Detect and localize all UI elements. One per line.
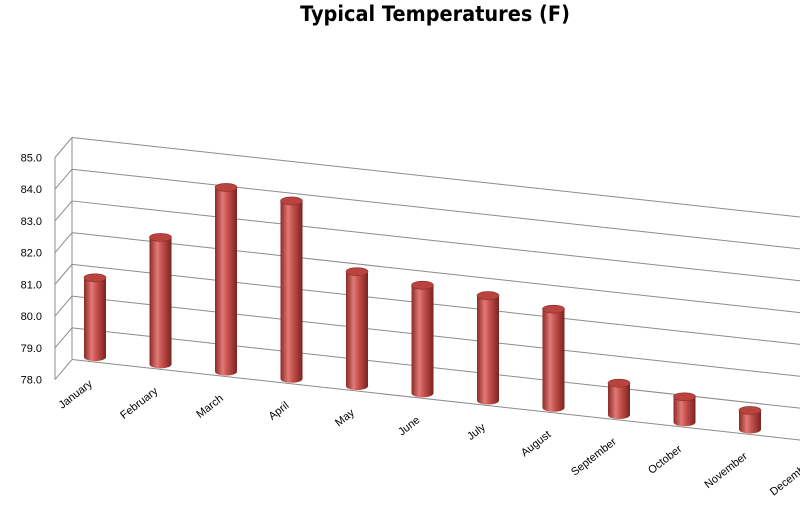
x-tick-label: December — [768, 457, 800, 498]
bar-body — [673, 396, 696, 427]
x-tick-label: March — [194, 392, 225, 420]
bar-body — [542, 309, 565, 412]
bar — [345, 267, 369, 391]
x-tick-label: July — [465, 421, 488, 443]
x-tick-label: February — [118, 385, 160, 422]
gridline — [71, 168, 800, 250]
gridline — [71, 263, 800, 345]
bar — [280, 196, 303, 383]
gridline — [71, 295, 800, 377]
x-tick-label: August — [519, 429, 553, 460]
x-tick-label: January — [57, 378, 96, 412]
chart-title: Typical Temperatures (F) — [300, 2, 570, 26]
x-tick-label: October — [646, 443, 684, 477]
x-tick-label: June — [396, 414, 422, 438]
bar-body — [411, 285, 434, 398]
gridline — [71, 200, 800, 282]
x-tick-label: May — [333, 407, 357, 430]
bar-top — [345, 267, 369, 276]
bar — [738, 406, 762, 434]
bar-top — [476, 291, 500, 300]
bar-top — [411, 280, 434, 290]
bar — [149, 233, 172, 369]
gridline-wall — [54, 359, 73, 380]
gridline-wall — [54, 168, 73, 190]
bar-body — [280, 200, 303, 383]
bar — [542, 304, 565, 412]
bar-body — [346, 271, 368, 391]
bar-body — [608, 383, 630, 419]
x-tick-label: September — [569, 436, 619, 479]
y-tick-label: 81.0 — [21, 279, 42, 291]
gridlines — [54, 136, 800, 441]
gridline — [71, 232, 800, 314]
gridline-wall — [54, 295, 73, 317]
y-tick-label: 85.0 — [21, 152, 42, 164]
gridline-wall — [54, 327, 73, 349]
gridline — [71, 136, 800, 218]
gridline-wall — [54, 232, 73, 253]
bar — [476, 291, 500, 405]
bar-body — [739, 410, 761, 434]
bar-top — [542, 304, 565, 314]
x-tick-label: April — [267, 400, 292, 423]
gridline-wall — [54, 137, 73, 158]
gridline — [71, 359, 800, 441]
bar-body — [149, 237, 172, 369]
y-tick-label: 82.0 — [21, 248, 42, 260]
bar — [83, 273, 107, 362]
bar-top — [280, 196, 303, 206]
bar-body — [215, 187, 237, 376]
y-tick-label: 79.0 — [21, 343, 42, 355]
bar-top — [149, 233, 172, 242]
bar — [673, 392, 696, 427]
bar — [607, 378, 631, 419]
bar — [411, 280, 434, 398]
bar-top — [83, 273, 107, 283]
gridline-wall — [54, 200, 73, 222]
gridline-wall — [54, 264, 73, 285]
y-axis-ticks: 78.0 79.0 80.0 81.0 82.0 83.0 84.0 85.0 — [21, 152, 42, 386]
bar-top — [607, 378, 631, 388]
bar — [214, 183, 238, 376]
y-tick-label: 78.0 — [21, 375, 42, 387]
bar-top — [214, 183, 238, 192]
y-tick-label: 80.0 — [21, 311, 42, 323]
bar-top — [738, 406, 762, 415]
bar-body — [477, 295, 499, 405]
x-tick-label: November — [702, 450, 750, 491]
y-tick-label: 84.0 — [21, 184, 42, 196]
y-tick-label: 83.0 — [21, 216, 42, 228]
bar-body — [84, 277, 106, 362]
bars — [83, 183, 762, 434]
bar-top — [673, 392, 696, 402]
